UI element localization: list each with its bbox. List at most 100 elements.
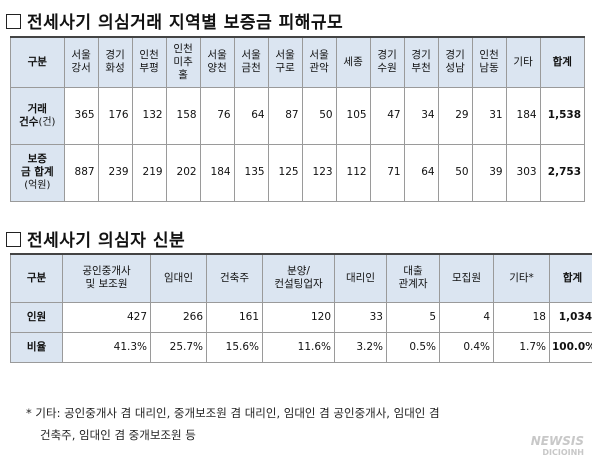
value-cell: 87 xyxy=(267,86,303,145)
value-cell: 135 xyxy=(233,143,269,202)
row-unit: (건) xyxy=(38,116,56,128)
value-cell: 184 xyxy=(199,143,235,202)
table-row: 비율 41.3% 25.7% 15.6% 11.6% 3.2% 0.5% 0.4% 1.7% 1… xyxy=(10,331,592,363)
row-label: 인원 xyxy=(10,301,63,333)
value-cell: 132 xyxy=(131,86,167,145)
value-cell: 239 xyxy=(97,143,133,202)
value-cell: 176 xyxy=(97,86,133,145)
value-cell: 64 xyxy=(403,143,439,202)
value-cell: 125 xyxy=(267,143,303,202)
footnote-line1: * 기타: 공인중개사 겸 대리인, 중개보조원 겸 대리인, 임대인 겸 공인… xyxy=(26,406,440,420)
value-cell: 123 xyxy=(301,143,337,202)
value-cell: 18 xyxy=(493,301,550,333)
total-cell: 100.0% xyxy=(549,331,592,363)
footnote-line2: 건축주, 임대인 겸 중개보조원 등 xyxy=(40,428,196,442)
value-cell: 887 xyxy=(63,143,99,202)
value-cell: 11.6% xyxy=(262,331,335,363)
row-label: 거래 건수(건) xyxy=(10,86,65,145)
category-header-cell: 기타* xyxy=(493,253,550,303)
category-header-cell: 분양/컨설팅업자 xyxy=(262,253,335,303)
value-cell: 202 xyxy=(165,143,201,202)
value-cell: 427 xyxy=(62,301,151,333)
region-header-cell: 기타 xyxy=(505,36,541,88)
value-cell: 33 xyxy=(334,301,387,333)
total-header-cell: 합계 xyxy=(549,253,592,303)
category-header-cell: 대리인 xyxy=(334,253,387,303)
region-header-cell: 세종 xyxy=(335,36,371,88)
table-row: 보증 금 합계 (억원) 887 239 219 202 184 135 125 123 112… xyxy=(10,143,586,202)
region-header-cell: 서울 구로 xyxy=(267,36,303,88)
value-cell: 3.2% xyxy=(334,331,387,363)
table-row: 인원 427 266 161 120 33 5 4 18 1,034 xyxy=(10,301,592,333)
value-cell: 0.4% xyxy=(439,331,494,363)
watermark-sub: DICIOINH xyxy=(542,448,584,457)
value-cell: 50 xyxy=(437,143,473,202)
row-label-line2: 건수 xyxy=(19,115,39,128)
total-cell: 1,034 xyxy=(549,301,592,333)
value-cell: 39 xyxy=(471,143,507,202)
total-cell: 2,753 xyxy=(539,143,586,202)
value-cell: 120 xyxy=(262,301,335,333)
checkbox-square-icon xyxy=(6,232,21,247)
category-header-cell: 공인중개사 및 보조원 xyxy=(62,253,151,303)
section2-title: 전세사기 의심자 신분 xyxy=(6,226,185,251)
value-cell: 365 xyxy=(63,86,99,145)
row-label: 비율 xyxy=(10,331,63,363)
value-cell: 29 xyxy=(437,86,473,145)
table-header-row: 구분 공인중개사 및 보조원 임대인 건축주 분양/컨설팅업자 대리인 대출 관계자 모집원 기타… xyxy=(10,253,592,303)
region-header-cell: 경기 성남 xyxy=(437,36,473,88)
category-header-cell: 건축주 xyxy=(206,253,263,303)
category-header-cell: 모집원 xyxy=(439,253,494,303)
value-cell: 76 xyxy=(199,86,235,145)
header-label: 구분 xyxy=(10,253,63,303)
category-header-cell: 임대인 xyxy=(150,253,207,303)
value-cell: 105 xyxy=(335,86,371,145)
watermark-text: NEWSIS xyxy=(530,434,584,448)
value-cell: 31 xyxy=(471,86,507,145)
value-cell: 50 xyxy=(301,86,337,145)
region-header-cell: 인천 남동 xyxy=(471,36,507,88)
value-cell: 158 xyxy=(165,86,201,145)
checkbox-square-icon xyxy=(6,14,21,29)
region-header-cell: 인천 부평 xyxy=(131,36,167,88)
value-cell: 1.7% xyxy=(493,331,550,363)
value-cell: 25.7% xyxy=(150,331,207,363)
region-damage-table: 구분 서울 강서 경기 화성 인천 부평 인천 미추 홀 서울 양천 서울 금천 서울 구로 서울 관악 세종 경기… xyxy=(10,36,586,202)
section1-title-text: 전세사기 의심거래 지역별 보증금 피해규모 xyxy=(27,13,344,33)
value-cell: 219 xyxy=(131,143,167,202)
category-header-cell: 대출 관계자 xyxy=(386,253,440,303)
value-cell: 64 xyxy=(233,86,269,145)
row-unit: (억원) xyxy=(24,180,51,191)
value-cell: 15.6% xyxy=(206,331,263,363)
region-header-cell: 서울 강서 xyxy=(63,36,99,88)
region-header-cell: 경기 부천 xyxy=(403,36,439,88)
value-cell: 34 xyxy=(403,86,439,145)
region-header-cell: 경기 수원 xyxy=(369,36,405,88)
region-header-cell: 인천 미추 홀 xyxy=(165,36,201,88)
total-header-cell: 합계 xyxy=(539,36,586,88)
section1-title: 전세사기 의심거래 지역별 보증금 피해규모 xyxy=(6,8,343,33)
section2-title-text: 전세사기 의심자 신분 xyxy=(27,231,186,251)
total-cell: 1,538 xyxy=(539,86,586,145)
value-cell: 112 xyxy=(335,143,371,202)
table-header-row: 구분 서울 강서 경기 화성 인천 부평 인천 미추 홀 서울 양천 서울 금천 서울 구로 서울 관악 세종 경기… xyxy=(10,36,586,88)
value-cell: 161 xyxy=(206,301,263,333)
region-header-cell: 서울 금천 xyxy=(233,36,269,88)
suspect-identity-table: 구분 공인중개사 및 보조원 임대인 건축주 분양/컨설팅업자 대리인 대출 관계자 모집원 기타… xyxy=(10,253,592,363)
row-label-line2: 금 합계 xyxy=(20,166,54,178)
value-cell: 47 xyxy=(369,86,405,145)
value-cell: 5 xyxy=(386,301,440,333)
value-cell: 71 xyxy=(369,143,405,202)
value-cell: 184 xyxy=(505,86,541,145)
header-label: 구분 xyxy=(10,36,65,88)
value-cell: 41.3% xyxy=(62,331,151,363)
region-header-cell: 서울 양천 xyxy=(199,36,235,88)
row-label: 보증 금 합계 (억원) xyxy=(10,143,65,202)
region-header-cell: 서울 관악 xyxy=(301,36,337,88)
value-cell: 4 xyxy=(439,301,494,333)
value-cell: 303 xyxy=(505,143,541,202)
table-row: 거래 건수(건) 365 176 132 158 76 64 87 50 105 47 34 29 31… xyxy=(10,86,586,145)
footnote: * 기타: 공인중개사 겸 대리인, 중개보조원 겸 대리인, 임대인 겸 공인… xyxy=(26,402,586,446)
row-label-line1: 거래 xyxy=(27,102,47,115)
value-cell: 266 xyxy=(150,301,207,333)
